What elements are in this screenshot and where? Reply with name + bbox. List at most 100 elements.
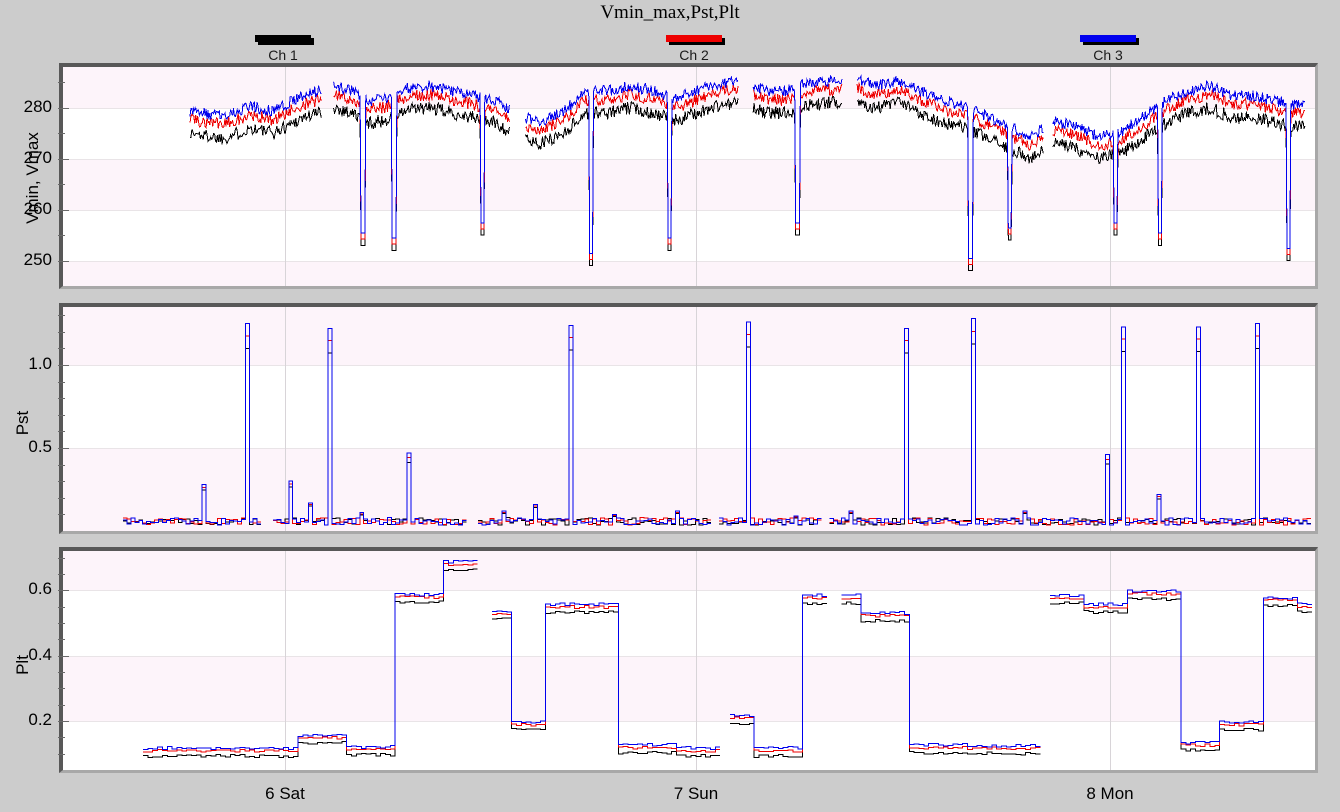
gridline-horizontal: [63, 108, 1315, 109]
y-axis-tick-major: [58, 656, 69, 657]
y-axis-tick-minor: [58, 481, 65, 482]
y-axis-tick-minor: [58, 415, 65, 416]
data-series-path: [143, 559, 1312, 751]
y-axis-tick-minor: [58, 332, 65, 333]
series-layer: [123, 318, 1311, 526]
gridline-vertical: [1110, 307, 1111, 531]
y-axis-title-pst: Pst: [13, 410, 32, 436]
y-axis-tick-minor: [58, 235, 65, 236]
legend-swatch-ch3: [1080, 35, 1136, 42]
plot-band: [63, 260, 1315, 286]
y-axis-tick-label: 0.2: [28, 710, 52, 729]
y-axis-tick-minor: [58, 348, 65, 349]
legend-swatch-ch2: [666, 35, 722, 42]
y-axis-tick-major: [58, 159, 69, 160]
plot-area-plt: [63, 551, 1315, 770]
y-axis-tick-minor: [58, 705, 65, 706]
y-axis-tick-minor: [58, 431, 65, 432]
gridline-vertical: [696, 307, 697, 531]
legend-item-ch1: Ch 1: [228, 32, 338, 63]
gridline-horizontal: [63, 656, 1315, 657]
plot-band: [63, 448, 1315, 531]
data-series-path: [123, 343, 1311, 526]
gridline-horizontal: [63, 261, 1315, 262]
gridline-horizontal: [63, 159, 1315, 160]
y-axis-tick-minor: [58, 623, 65, 624]
plot-area-pst: [63, 307, 1315, 531]
y-axis-tick-minor: [58, 82, 65, 83]
y-axis-tick-label: 270: [23, 148, 52, 167]
y-axis-tick-minor: [58, 398, 65, 399]
legend-item-ch3: Ch 3: [1053, 32, 1163, 63]
y-axis-tick-label: 0.5: [28, 437, 52, 456]
data-series-path: [123, 318, 1311, 526]
legend-label-ch3: Ch 3: [1093, 47, 1123, 63]
y-axis-tick-label: 1.0: [28, 354, 52, 373]
gridline-horizontal: [63, 365, 1315, 366]
legend-swatch-ch1: [255, 35, 311, 42]
data-series-path: [143, 568, 1312, 758]
gridline-vertical: [1110, 67, 1111, 286]
x-tick-label-6-sat: 6 Sat: [265, 784, 305, 803]
plot-band: [63, 67, 1315, 108]
y-axis-title-vmin-vmax: Vmin, Vmax: [23, 132, 42, 224]
legend-label-ch1: Ch 1: [268, 47, 298, 63]
legend-label-ch2: Ch 2: [679, 47, 709, 63]
plot-panel-pst[interactable]: [59, 303, 1318, 534]
series-layer: [143, 559, 1312, 758]
y-axis-tick-minor: [58, 465, 65, 466]
y-axis-tick-label: 260: [23, 199, 52, 218]
plot-area-vmin-vmax: [63, 67, 1315, 286]
y-axis-tick-minor: [58, 382, 65, 383]
plot-band: [63, 551, 1315, 591]
y-axis-tick-major: [58, 210, 69, 211]
plot-band: [63, 655, 1315, 721]
y-axis-tick-minor: [58, 737, 65, 738]
y-axis-tick-major: [58, 590, 69, 591]
y-axis-tick-minor: [58, 184, 65, 185]
gridline-vertical: [696, 67, 697, 286]
gridline-vertical: [1110, 551, 1111, 770]
plot-band: [63, 307, 1315, 366]
plot-panel-vmin-vmax[interactable]: [59, 63, 1318, 289]
y-axis-tick-minor: [58, 672, 65, 673]
gridline-vertical: [285, 67, 286, 286]
y-axis-tick-major: [58, 365, 69, 366]
y-axis-tick-major: [58, 261, 69, 262]
y-axis-tick-major: [58, 721, 69, 722]
gridline-horizontal: [63, 210, 1315, 211]
gridline-horizontal: [63, 721, 1315, 722]
data-series-path: [123, 330, 1311, 526]
y-axis-tick-major: [58, 108, 69, 109]
x-tick-label-7-sun: 7 Sun: [673, 784, 719, 803]
y-axis-tick-minor: [58, 133, 65, 134]
data-series-path: [143, 563, 1312, 753]
x-tick-label-8-mon: 8 Mon: [1086, 784, 1134, 803]
plot-panel-plt[interactable]: [59, 547, 1318, 773]
legend-swatch-wrap-ch1: [228, 32, 338, 46]
y-axis-tick-major: [58, 448, 69, 449]
y-axis-tick-minor: [58, 315, 65, 316]
gridline-horizontal: [63, 448, 1315, 449]
y-axis-tick-minor: [58, 514, 65, 515]
y-axis-tick-minor: [58, 574, 65, 575]
y-axis-tick-minor: [58, 754, 65, 755]
legend-swatch-wrap-ch3: [1053, 32, 1163, 46]
y-axis-tick-minor: [58, 688, 65, 689]
series-layer: [189, 74, 1306, 272]
gridline-horizontal: [63, 590, 1315, 591]
data-series-path: [189, 74, 1306, 259]
y-axis-tick-minor: [58, 558, 65, 559]
y-axis-tick-minor: [58, 607, 65, 608]
data-series-path: [189, 95, 1306, 272]
gridline-vertical: [285, 551, 286, 770]
y-axis-tick-minor: [58, 498, 65, 499]
y-axis-tick-minor: [58, 639, 65, 640]
y-axis-tick-label: 280: [23, 97, 52, 116]
y-axis-tick-label: 0.6: [28, 579, 52, 598]
gridline-vertical: [285, 307, 286, 531]
gridline-vertical: [696, 551, 697, 770]
legend-swatch-wrap-ch2: [639, 32, 749, 46]
y-axis-tick-label: 0.4: [28, 645, 52, 664]
chart-title: Vmin_max,Pst,Plt: [600, 2, 740, 23]
